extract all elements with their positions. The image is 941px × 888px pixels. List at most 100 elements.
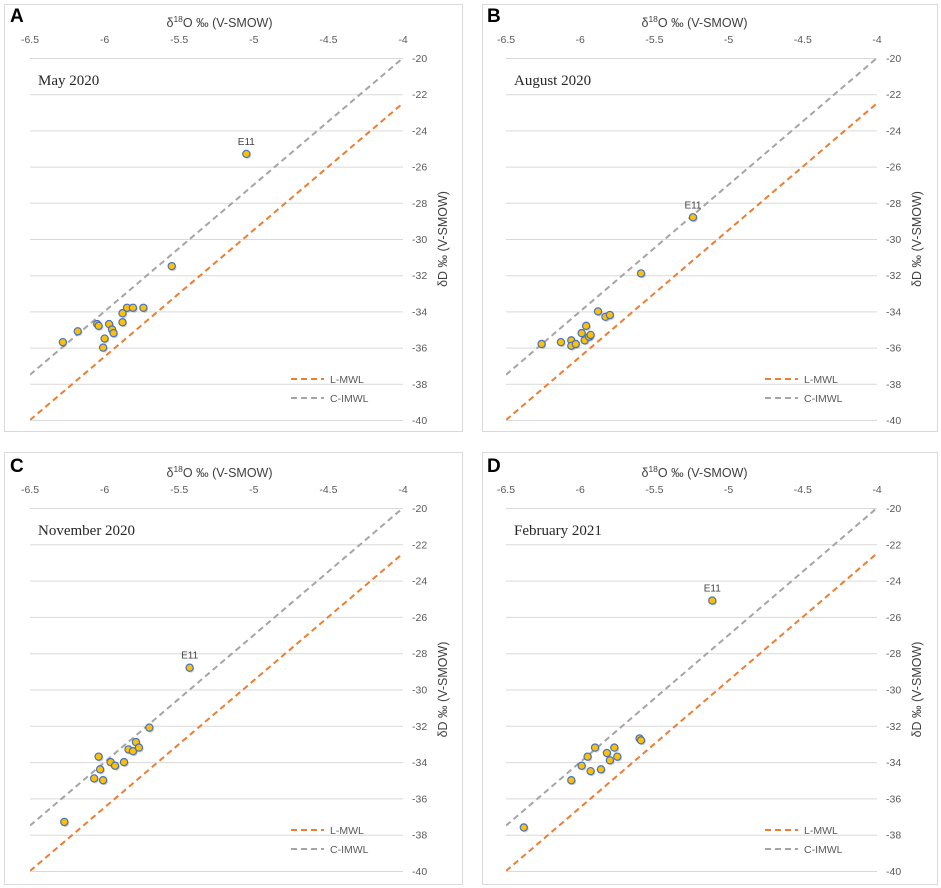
panel-letter: C xyxy=(10,456,24,477)
data-point xyxy=(636,269,646,278)
y-tick-label: -36 xyxy=(412,793,427,805)
data-point xyxy=(73,327,82,336)
x-tick-label: -6.5 xyxy=(497,484,515,496)
data-point xyxy=(98,343,108,352)
gridlines xyxy=(30,508,403,872)
x-tick-label: -4 xyxy=(398,484,407,496)
y-tick-label: -20 xyxy=(412,503,427,515)
point-label: E11 xyxy=(238,137,255,148)
data-point xyxy=(98,776,108,785)
data-point xyxy=(185,663,194,672)
x-tick-label: -6 xyxy=(576,34,585,46)
data-point xyxy=(688,213,698,222)
data-point xyxy=(605,310,615,320)
x-tick-label: -6.5 xyxy=(497,34,515,46)
x-tick-label: -5 xyxy=(724,484,733,496)
y-axis-title: δD ‰ (V-SMOW) xyxy=(910,642,924,738)
legend: L-MWL C-IMWL xyxy=(291,374,369,405)
y-tick-label: -26 xyxy=(412,162,427,174)
y-tick-label: -26 xyxy=(886,612,901,624)
y-tick-label: -38 xyxy=(886,379,901,391)
y-tick-label: -26 xyxy=(886,162,901,174)
data-point xyxy=(581,321,591,331)
data-point xyxy=(95,765,105,774)
data-point xyxy=(593,307,603,316)
water-lines xyxy=(30,508,403,871)
y-tick-label: -34 xyxy=(412,306,427,318)
x-tick-label: -4.5 xyxy=(319,484,337,496)
data-point xyxy=(613,752,622,761)
y-tick-label: -32 xyxy=(412,721,427,733)
legend-entry: C-IMWL xyxy=(330,393,369,405)
legend: L-MWL C-IMWL xyxy=(291,825,369,856)
x-tick-label: -6.5 xyxy=(21,34,39,46)
y-tick-label: -22 xyxy=(886,89,901,101)
data-point xyxy=(145,723,154,732)
x-tick-label: -5.5 xyxy=(170,34,188,46)
panel-frame xyxy=(4,4,463,432)
y-tick-label: -24 xyxy=(886,576,901,588)
chart-title: February 2021 xyxy=(514,523,602,539)
y-tick-label: -32 xyxy=(412,270,427,282)
gridlines xyxy=(506,58,877,421)
y-tick-label: -20 xyxy=(412,53,427,65)
data-point xyxy=(571,339,580,349)
x-tick-label: -5.5 xyxy=(645,34,663,46)
y-tick-label: -32 xyxy=(886,270,901,282)
x-tick-label: -6 xyxy=(576,484,585,496)
data-point xyxy=(605,756,615,765)
y-tick-label: -24 xyxy=(412,576,427,588)
y-tick-label: -32 xyxy=(886,721,901,733)
data-point xyxy=(636,736,646,745)
point-label: E11 xyxy=(181,651,198,662)
y-tick-label: -22 xyxy=(412,539,427,551)
data-point xyxy=(100,334,109,343)
data-point xyxy=(577,328,586,338)
y-axis-title: δD ‰ (V-SMOW) xyxy=(910,191,924,287)
data-point xyxy=(167,261,176,271)
x-tick-label: -5 xyxy=(724,34,733,46)
y-tick-label: -28 xyxy=(412,198,427,210)
x-tick-label: -4.5 xyxy=(794,34,812,46)
x-tick-label: -5 xyxy=(249,484,258,496)
y-tick-label: -30 xyxy=(886,234,901,246)
y-tick-label: -36 xyxy=(412,343,427,355)
data-point xyxy=(109,328,118,338)
chart-title: November 2020 xyxy=(38,523,135,539)
y-tick-label: -24 xyxy=(886,125,901,137)
data-points: E11 xyxy=(537,200,702,351)
x-axis-title: δ18O ‰ (V-SMOW) xyxy=(166,14,272,30)
x-axis-title: δ18O ‰ (V-SMOW) xyxy=(641,14,747,30)
legend-entry: L-MWL xyxy=(330,825,364,837)
data-point xyxy=(94,752,103,761)
water-lines xyxy=(506,508,877,871)
y-tick-label: -20 xyxy=(886,53,901,65)
data-point xyxy=(94,321,103,331)
c-imwl-line xyxy=(30,508,403,827)
x-tick-label: -4 xyxy=(872,484,881,496)
panel-frame xyxy=(482,4,938,432)
data-points: E11 xyxy=(58,137,255,353)
y-axis-title: δD ‰ (V-SMOW) xyxy=(436,642,450,738)
data-point xyxy=(590,743,600,752)
l-mwl-line xyxy=(506,102,877,420)
y-tick-label: -38 xyxy=(412,830,427,842)
c-imwl-line xyxy=(30,58,403,376)
y-tick-label: -28 xyxy=(886,198,901,210)
point-label: E11 xyxy=(704,584,721,595)
y-tick-label: -28 xyxy=(886,648,901,660)
data-point xyxy=(110,761,120,770)
gridlines xyxy=(506,508,877,872)
data-point xyxy=(139,303,148,312)
y-tick-label: -36 xyxy=(886,793,901,805)
data-points: E11 xyxy=(60,651,199,827)
point-label: E11 xyxy=(684,200,701,211)
y-tick-label: -34 xyxy=(886,757,901,769)
y-tick-label: -24 xyxy=(412,125,427,137)
chart-title: August 2020 xyxy=(514,73,591,89)
data-point xyxy=(89,774,99,783)
data-point xyxy=(556,337,566,347)
panel-b: B -6.5 -6 -5.5 -5 -4.5 -4 -20 -22 -24 -26 -28 -30 -32… xyxy=(482,4,938,432)
data-point xyxy=(586,330,595,340)
